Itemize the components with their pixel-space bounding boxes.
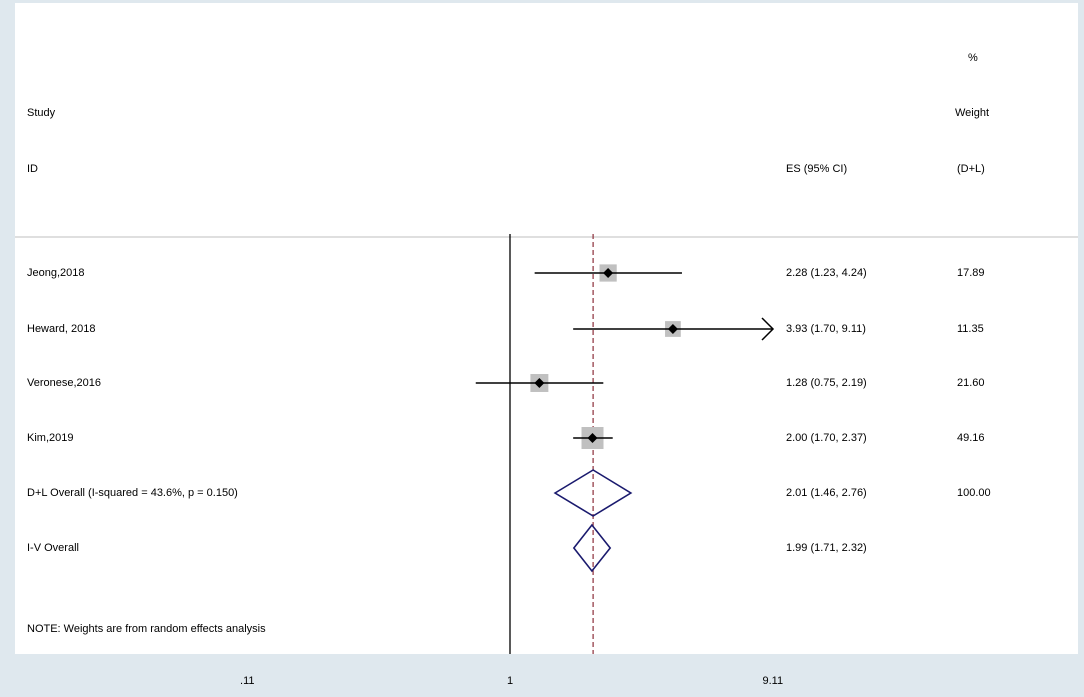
study-point-estimate [603,268,614,278]
overall-es-label: 2.01 (1.46, 2.76) [786,487,867,499]
ci-arrow-icon [761,317,775,341]
header-es: ES (95% CI) [786,163,848,175]
study-es-label: 2.00 (1.70, 2.37) [786,432,867,444]
study-es-label: 2.28 (1.23, 4.24) [786,267,867,279]
plot-region: Study ID ES (95% CI) % Weight (D+L) NOTE… [15,3,1078,654]
x-tick-label: 1 [507,675,514,687]
study-es-label: 1.28 (0.75, 2.19) [786,377,867,389]
study-id-label: Jeong,2018 [27,267,85,279]
study-es-label: 3.93 (1.70, 9.11) [786,323,866,335]
x-tick-label: .11 [240,675,255,687]
header-id: ID [27,163,38,175]
header-study: Study [27,107,56,119]
study-id-label: Heward, 2018 [27,323,96,335]
study-weight-label: 21.60 [957,377,985,389]
study-point-estimate [667,324,678,334]
study-weight-label: 11.35 [957,323,984,335]
study-id-label: Kim,2019 [27,432,74,444]
header-weight-method: (D+L) [957,163,985,175]
overall-id-label: D+L Overall (I-squared = 43.6%, p = 0.15… [27,487,238,499]
study-weight-label: 17.89 [957,267,985,279]
overall-id-label: I-V Overall [27,542,79,554]
forest-plot-svg [15,234,1078,654]
study-point-estimate [534,378,545,388]
overall-es-label: 1.99 (1.71, 2.32) [786,542,867,554]
study-weight-label: 49.16 [957,432,985,444]
study-point-estimate [587,433,598,443]
overall-weight-label: 100.00 [957,487,991,499]
header-weight-percent: % [968,52,978,64]
footnote: NOTE: Weights are from random effects an… [27,623,266,635]
x-tick-label: 9.11 [762,675,784,687]
header-weight: Weight [955,107,990,119]
overall-diamond [572,523,612,573]
overall-diamond [553,469,633,517]
study-id-label: Veronese,2016 [27,377,102,389]
